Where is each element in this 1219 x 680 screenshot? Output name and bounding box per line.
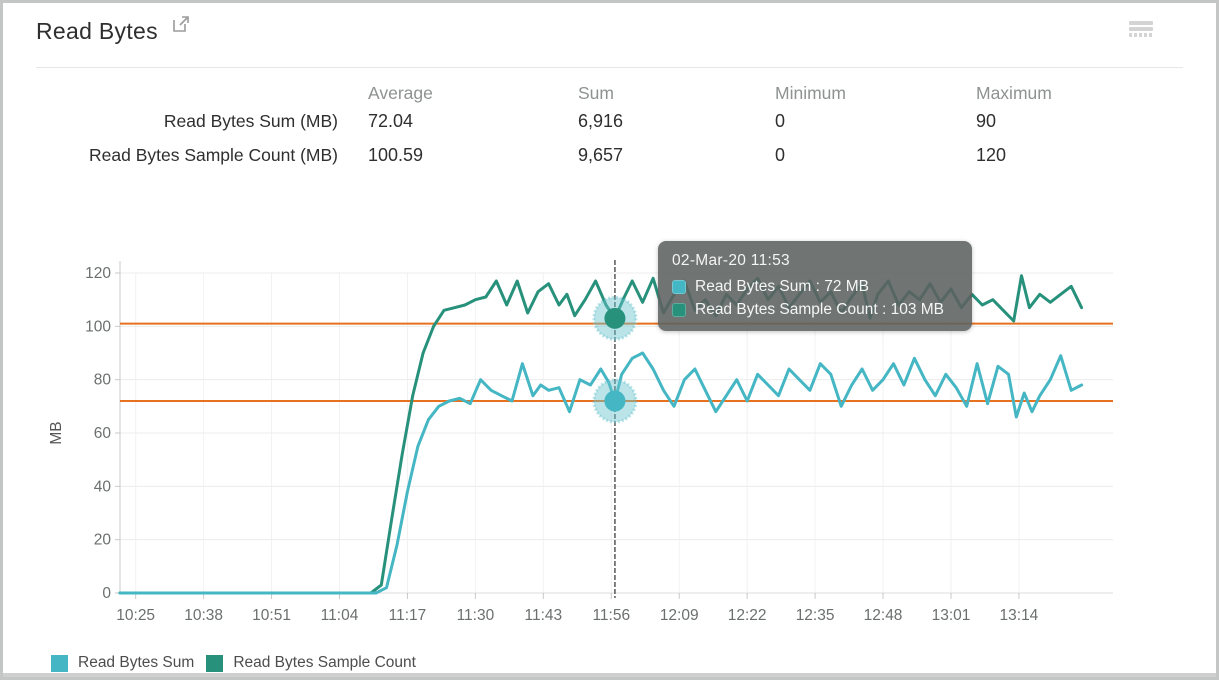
y-axis-title: MB [48,421,65,444]
legend-label: Read Bytes Sample Count [233,654,416,671]
x-tick-label: 11:17 [389,607,427,624]
y-tick-label: 80 [94,372,112,389]
y-tick-label: 60 [94,425,112,442]
series-swatch-sum-icon [672,280,686,294]
y-tick-label: 0 [102,585,111,602]
stats-corner [36,83,338,104]
x-tick-label: 10:25 [116,607,155,624]
stats-row-label: Read Bytes Sum (MB) [163,110,338,131]
tooltip-row-text: Read Bytes Sample Count : 103 MB [695,301,944,318]
stats-col-sum: Sum [578,83,614,103]
legend-swatch-count-icon [206,654,224,672]
tooltip-row: Read Bytes Sum : 72 MB [672,278,958,296]
stats-cell-average: 72.04 [368,110,414,131]
stats-row-label: Read Bytes Sample Count (MB) [89,144,338,165]
cursor-halo-ring [592,295,638,341]
series-swatch-count-icon [672,303,686,317]
x-tick-label: 12:48 [864,607,903,624]
y-tick-label: 20 [94,532,112,549]
tooltip-row: Read Bytes Sample Count : 103 MB [672,301,958,319]
hamburger-menu-icon[interactable] [1129,19,1153,41]
x-tick-label: 11:04 [321,607,359,624]
stats-col-minimum: Minimum [775,83,846,103]
x-tick-label: 10:38 [184,607,223,624]
chart-tooltip: 02-Mar-20 11:53 Read Bytes Sum : 72 MB R… [658,241,972,331]
series-line-sum [118,351,1084,595]
x-tick-label: 12:22 [728,607,767,624]
legend-item-count[interactable]: Read Bytes Sample Count [206,654,416,672]
widget-header: Read Bytes [36,15,1183,55]
stats-cell-sum: 9,657 [578,144,624,165]
stats-cell-maximum: 120 [976,144,1007,165]
tooltip-row-text: Read Bytes Sum : 72 MB [695,278,870,295]
x-tick-label: 12:09 [660,607,699,624]
stats-col-average: Average [368,83,433,103]
stats-col-maximum: Maximum [976,83,1052,103]
x-tick-label: 12:35 [796,607,835,624]
y-tick-label: 120 [85,265,111,282]
tooltip-timestamp: 02-Mar-20 11:53 [672,252,790,269]
stats-cell-average: 100.59 [368,144,424,165]
x-tick-label: 13:01 [932,607,971,624]
x-tick-label: 11:43 [525,607,563,624]
chart-legend: Read Bytes Sum Read Bytes Sample Count [51,654,428,672]
x-tick-label: 10:51 [252,607,291,624]
external-link-icon[interactable] [172,15,190,38]
stats-cell-maximum: 90 [976,110,997,131]
header-divider [36,67,1183,68]
legend-item-sum[interactable]: Read Bytes Sum [51,654,194,672]
y-tick-label: 40 [94,478,112,495]
y-tick-label: 100 [85,318,111,335]
cursor-point-sum [604,390,626,412]
stats-cell-minimum: 0 [775,110,786,131]
page-title: Read Bytes [36,18,158,44]
legend-swatch-sum-icon [51,654,68,672]
line-chart[interactable]: 0 20 40 60 80 100 120 10:25 10:38 10:51 11:04 11:17… [3,248,1219,648]
stats-cell-sum: 6,916 [578,110,624,131]
x-tick-label: 11:56 [592,607,630,624]
cursor-halo-ring [592,378,638,424]
legend-label: Read Bytes Sum [78,654,195,671]
bottom-scrollbar[interactable] [3,673,1216,677]
cursor-point-count [604,307,626,329]
chart-canvas[interactable]: 0 20 40 60 80 100 120 10:25 10:38 10:51 11:04 11:17… [3,248,1219,648]
stats-cell-minimum: 0 [775,144,786,165]
x-tick-label: 11:30 [457,607,495,624]
stats-table: Average Sum Minimum Maximum Read Bytes S… [36,83,1052,172]
x-tick-label: 13:14 [1000,607,1039,624]
